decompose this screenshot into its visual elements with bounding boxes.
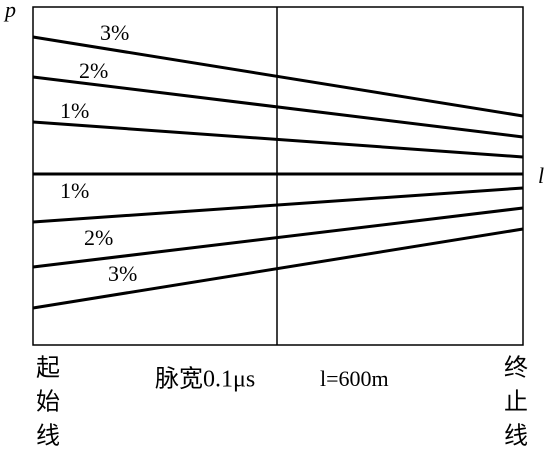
end-line-char: 终 — [504, 355, 528, 382]
line-label: 1% — [60, 98, 89, 123]
curve — [32, 186, 524, 224]
line-label: 2% — [79, 58, 108, 83]
curve — [32, 206, 524, 269]
end-line-char: 止 — [504, 389, 528, 416]
curve — [32, 75, 524, 139]
frame — [32, 6, 524, 346]
line-label: 3% — [108, 261, 137, 286]
curve — [32, 120, 524, 159]
curve — [32, 35, 524, 118]
end-line-char: 线 — [504, 423, 528, 450]
start-line-char: 线 — [36, 423, 60, 450]
start-line-char: 始 — [36, 389, 60, 416]
start-line-char: 起 — [36, 355, 60, 382]
line-label: 1% — [60, 178, 89, 203]
y-axis-label: p — [3, 0, 16, 22]
line-label: 2% — [84, 225, 113, 250]
x-axis-label: l — [538, 163, 544, 188]
length: l=600m — [320, 366, 389, 391]
pulse-width: 脉宽0.1μs — [155, 366, 255, 393]
line-label: 3% — [100, 20, 129, 45]
curve — [32, 227, 524, 310]
